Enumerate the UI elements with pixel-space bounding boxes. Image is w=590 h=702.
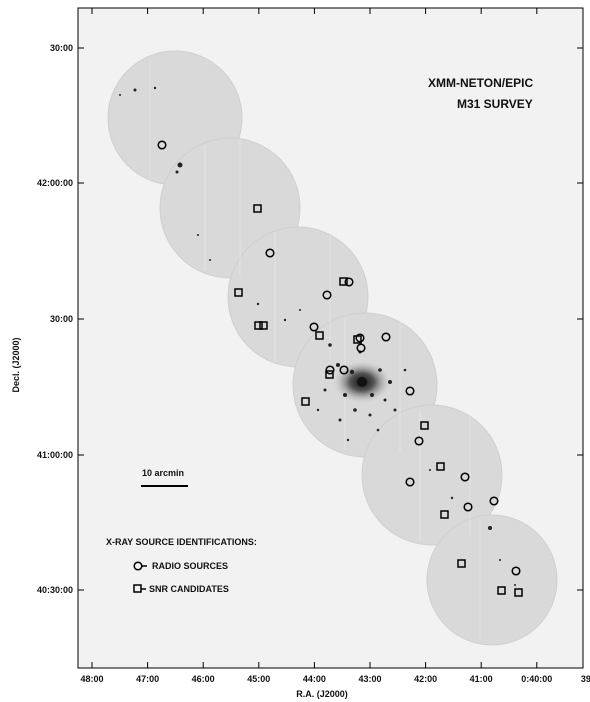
- radio-marker: [414, 436, 424, 446]
- radio-marker: [405, 386, 415, 396]
- snr-candidate-markers: [234, 204, 523, 597]
- x-tick-label: 47:00: [136, 674, 159, 684]
- x-axis-title: R.A. (J2000): [296, 689, 348, 699]
- snr-marker: [497, 586, 506, 595]
- snr-marker: [254, 321, 263, 330]
- snr-marker: [325, 370, 334, 379]
- y-tick-label: 41:00:00: [37, 450, 73, 460]
- snr-marker: [253, 204, 262, 213]
- legend-heading: X-RAY SOURCE IDENTIFICATIONS:: [106, 537, 257, 547]
- radio-source-markers: [157, 140, 521, 576]
- radio-marker: [460, 472, 470, 482]
- radio-marker: [339, 365, 349, 375]
- radio-marker: [309, 322, 319, 332]
- x-tick-label: 39:00: [581, 674, 590, 684]
- snr-marker: [259, 321, 268, 330]
- snr-marker: [301, 397, 310, 406]
- x-axis: 48:00 47:00 46:00 45:00 44:00 43:00 42:00 41:00…: [80, 8, 590, 684]
- x-tick-label: 48:00: [80, 674, 103, 684]
- scale-bar-label: 10 arcmin: [142, 468, 184, 478]
- x-tick-label: 45:00: [247, 674, 270, 684]
- y-tick-label: 30:00: [50, 314, 73, 324]
- field-streaks: [149, 60, 481, 640]
- x-tick-label: 46:00: [192, 674, 215, 684]
- radio-marker: [265, 248, 275, 258]
- snr-marker: [315, 331, 324, 340]
- x-tick-label: 43:00: [358, 674, 381, 684]
- x-tick-label: 42:00: [414, 674, 437, 684]
- radio-marker: [344, 277, 354, 287]
- point-sources: [119, 86, 516, 586]
- radio-marker: [355, 333, 365, 343]
- snr-marker: [440, 510, 449, 519]
- y-tick-label: 30:00: [50, 43, 73, 53]
- field-6: [426, 514, 558, 646]
- snr-marker: [353, 335, 362, 344]
- snr-marker: [457, 559, 466, 568]
- snr-marker: [339, 277, 348, 286]
- y-tick-label: 42:00:00: [37, 178, 73, 188]
- legend-radio-symbol: [133, 561, 143, 571]
- snr-marker: [514, 588, 523, 597]
- radio-marker: [463, 502, 473, 512]
- radio-marker: [511, 566, 521, 576]
- y-axis-title: Decl. (J2000): [11, 337, 21, 392]
- x-tick-label: 41:00: [470, 674, 493, 684]
- legend-snr-label: SNR CANDIDATES: [149, 584, 229, 594]
- radio-marker: [405, 477, 415, 487]
- x-tick-label: 44:00: [303, 674, 326, 684]
- snr-marker: [420, 421, 429, 430]
- title-line-1: XMM-NETON/EPIC: [428, 76, 533, 90]
- radio-marker: [381, 332, 391, 342]
- radio-marker: [489, 496, 499, 506]
- y-axis: 30:00 42:00:00 30:00 41:00:00 40:30:00: [37, 43, 583, 595]
- radio-marker: [322, 290, 332, 300]
- y-tick-label: 40:30:00: [37, 585, 73, 595]
- snr-marker: [234, 288, 243, 297]
- radio-marker: [157, 140, 167, 150]
- x-tick-label: 0:40:00: [521, 674, 552, 684]
- title-line-2: M31 SURVEY: [457, 97, 533, 111]
- snr-marker: [436, 462, 445, 471]
- radio-marker: [356, 343, 366, 353]
- radio-marker: [325, 365, 335, 375]
- m31-nucleus: [357, 377, 367, 387]
- legend-radio-label: RADIO SOURCES: [152, 561, 228, 571]
